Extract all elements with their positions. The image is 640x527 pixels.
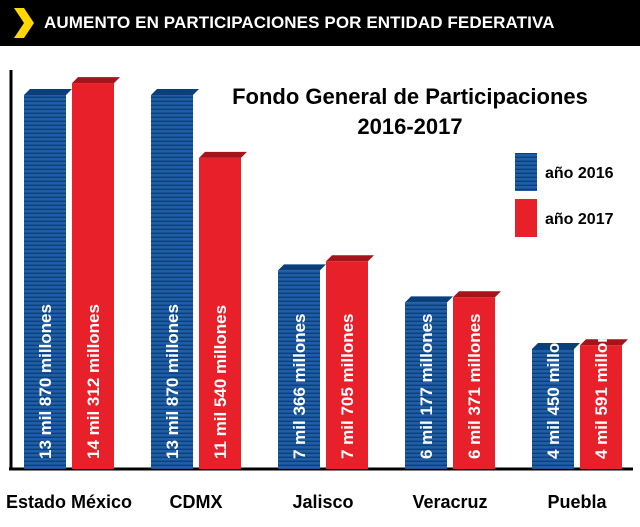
bar-top-0-1: [151, 88, 199, 95]
category-label-2: Jalisco: [292, 492, 353, 512]
bar-top-1-1: [199, 151, 247, 158]
chevron-right-icon: [14, 8, 34, 38]
bar-label-1-3: 6 mil 371 millones: [465, 313, 484, 459]
bar-top-0-0: [24, 88, 72, 95]
chart-subtitle: 2016-2017: [357, 114, 462, 139]
bar-chart: Fondo General de Participaciones 2016-20…: [6, 70, 633, 512]
bar-1-3: [453, 297, 495, 469]
bar-0-0: [24, 94, 66, 469]
bar-1-4: [580, 345, 622, 469]
bar-label-1-0: 14 mil 312 millones: [84, 304, 103, 459]
bar-0-3: [405, 302, 447, 469]
bar-1-0: [72, 83, 114, 469]
bar-top-0-4: [532, 343, 580, 350]
bar-label-0-4: 4 mil 450 millones: [544, 313, 563, 459]
bar-top-1-4: [580, 339, 628, 346]
bar-label-0-1: 13 mil 870 millones: [163, 304, 182, 459]
bar-top-1-0: [72, 77, 120, 84]
bar-label-1-1: 11 mil 540 millones: [211, 305, 230, 459]
category-label-1: CDMX: [170, 492, 223, 512]
bars-group: 13 mil 870 millones 14 mil 312 millones 13…: [24, 77, 628, 469]
legend-swatch-2017: [515, 199, 537, 237]
legend-label-2017: año 2017: [545, 211, 614, 228]
legend-label-2016: año 2016: [545, 165, 614, 182]
category-labels: Estado México CDMX Jalisco Veracruz Puebla: [6, 492, 608, 512]
bar-0-4: [532, 349, 574, 469]
category-label-4: Puebla: [547, 492, 607, 512]
bar-top-1-2: [326, 255, 374, 262]
chart-title: Fondo General de Participaciones: [232, 84, 588, 109]
bar-1-1: [199, 157, 241, 469]
bar-label-0-2: 7 mil 366 millones: [290, 313, 309, 459]
category-label-3: Veracruz: [412, 492, 487, 512]
bar-label-1-2: 7 mil 705 millones: [338, 313, 357, 459]
legend-swatch-2016: [515, 153, 537, 191]
bar-top-0-3: [405, 296, 453, 303]
bar-top-1-3: [453, 291, 501, 298]
bar-label-1-4: 4 mil 591 millones: [592, 313, 611, 459]
bar-label-0-0: 13 mil 870 millones: [36, 304, 55, 459]
bar-label-0-3: 6 mil 177 millones: [417, 313, 436, 459]
bar-top-0-2: [278, 264, 326, 271]
legend: año 2016 año 2017: [515, 153, 614, 237]
category-label-0: Estado México: [6, 492, 132, 512]
bar-0-1: [151, 94, 193, 469]
header-title: AUMENTO EN PARTICIPACIONES POR ENTIDAD F…: [44, 13, 555, 32]
bar-1-2: [326, 261, 368, 469]
header-banner: AUMENTO EN PARTICIPACIONES POR ENTIDAD F…: [0, 0, 640, 46]
bar-0-2: [278, 270, 320, 469]
